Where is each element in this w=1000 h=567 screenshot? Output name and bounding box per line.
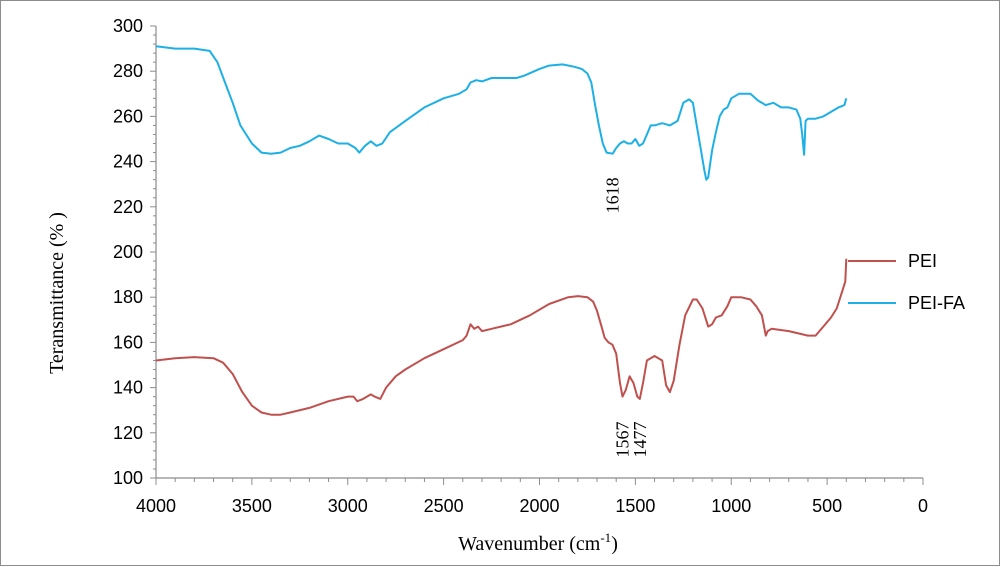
x-tick-label: 4000 [136, 496, 176, 516]
x-axis-title-sup: -1 [600, 530, 611, 545]
peak-label: 1567 [613, 422, 633, 458]
series-line-pei [155, 258, 848, 416]
series-layer [155, 45, 848, 416]
legend-label-pei: PEI [908, 251, 937, 271]
y-axis-title: Teransmittance (% ) [46, 212, 68, 374]
peak-label: 1477 [630, 422, 650, 458]
x-tick-label: 2500 [424, 496, 464, 516]
axes: 100 120 140 160 180 200 220 240 260 280 300 4000 350… [113, 16, 928, 516]
y-tick-label: 160 [113, 332, 143, 352]
x-axis-title-main: Wavenumber (cm [458, 533, 601, 555]
x-tick-label: 1000 [711, 496, 751, 516]
legend: PEI PEI-FA [848, 251, 965, 313]
y-tick-label: 240 [113, 152, 143, 172]
x-tick-label: 500 [812, 496, 842, 516]
legend-label-pei-fa: PEI-FA [908, 293, 965, 313]
y-tick-label: 120 [113, 423, 143, 443]
x-axis-title: Wavenumber (cm-1) [458, 530, 618, 555]
y-tick-label: 220 [113, 197, 143, 217]
peak-label: 1618 [603, 177, 623, 213]
x-axis-title-end: ) [611, 533, 618, 555]
x-tick-label: 2000 [519, 496, 559, 516]
x-tick-label: 3000 [328, 496, 368, 516]
y-tick-label: 180 [113, 287, 143, 307]
y-tick-label: 280 [113, 61, 143, 81]
y-tick-label: 300 [113, 16, 143, 36]
y-tick-label: 260 [113, 106, 143, 126]
x-tick-label: 1500 [615, 496, 655, 516]
y-tick-label: 100 [113, 468, 143, 488]
y-tick-label: 140 [113, 378, 143, 398]
x-tick-label: 3500 [232, 496, 272, 516]
series-line-pei-fa [155, 45, 848, 181]
x-tick-label: 0 [918, 496, 928, 516]
y-tick-label: 200 [113, 242, 143, 262]
